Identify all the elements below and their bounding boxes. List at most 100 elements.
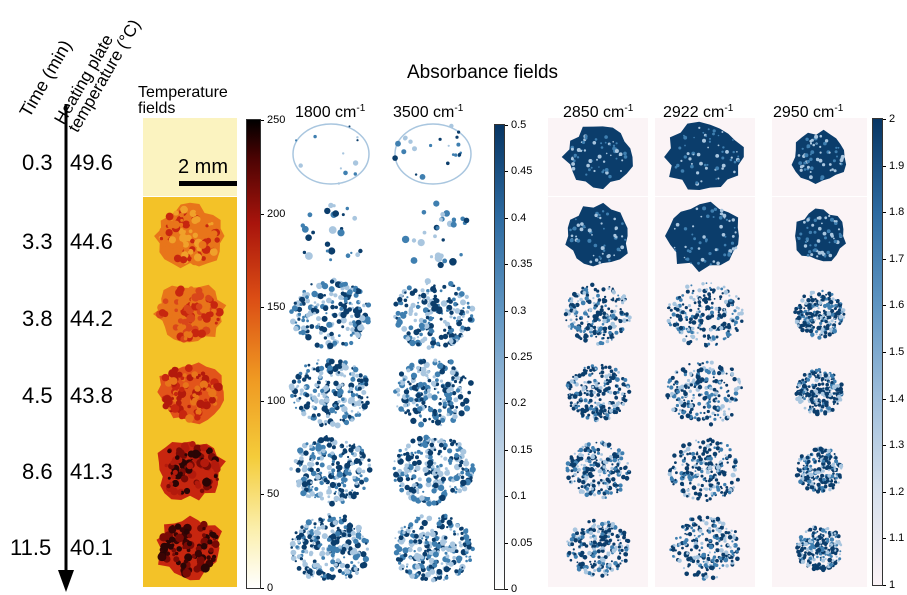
colorbar-tick-mark [505, 311, 508, 312]
absorbance-field-panel [655, 509, 755, 587]
absorbance-fields-title: Absorbance fields [407, 62, 558, 84]
absorbance-field-panel [548, 509, 648, 587]
colorbar-tick-label: 1.3 [889, 440, 904, 451]
colorbar-tick-mark [505, 218, 508, 219]
temperature-field-panel [143, 509, 237, 587]
colorbar-tick-label: 0 [267, 583, 273, 594]
absorbance-field-panel [283, 431, 378, 509]
colorbar-tick-mark [505, 403, 508, 404]
absorbance-field-panel [772, 509, 867, 587]
colorbar-tick-label: 200 [267, 209, 285, 220]
temperature-value: 49.6 [70, 152, 113, 174]
colorbar-tick-mark [883, 352, 886, 353]
temperature-field-panel [143, 197, 237, 275]
colorbar-tick-mark [505, 496, 508, 497]
absorbance-field-panel [548, 118, 648, 196]
colorbar-tick-label: 1 [889, 580, 895, 591]
colorbar-tick-label: 0.35 [511, 259, 532, 270]
colorbar-tick-mark [505, 264, 508, 265]
absorbance-field-panel [548, 353, 648, 431]
colorbar-tick-mark [261, 307, 264, 308]
colorbar-tick-mark [505, 357, 508, 358]
colorbar-tick-mark [883, 119, 886, 120]
colorbar-tick-label: 0.05 [511, 538, 532, 549]
absorbance-field-panel [283, 353, 378, 431]
absorbance-field-panel [385, 275, 480, 353]
absorbance-field-panel [655, 275, 755, 353]
absorbance-field-panel [283, 197, 378, 275]
colorbar-tick-mark [261, 588, 264, 589]
colorbar-tick-mark [505, 543, 508, 544]
temperature-field-panel [143, 353, 237, 431]
colorbar-tick-mark [505, 125, 508, 126]
absorbance-field-panel [385, 197, 480, 275]
colorbar-tick-mark [261, 494, 264, 495]
colorbar-tick-label: 1.4 [889, 394, 904, 405]
absorbance-field-panel [655, 118, 755, 196]
colorbar-tick-mark [883, 445, 886, 446]
colorbar-tick-mark [883, 305, 886, 306]
colorbar-tick-label: 1.5 [889, 347, 904, 358]
temperature-field-panel [143, 431, 237, 509]
time-value: 3.8 [22, 308, 53, 330]
colorbar-tick-label: 0.4 [511, 213, 526, 224]
colorbar-tick-label: 250 [267, 115, 285, 126]
colorbar-tick-label: 1.1 [889, 533, 904, 544]
absorbance-field-panel [772, 275, 867, 353]
absorbance-field-panel [283, 118, 378, 196]
time-value: 3.3 [22, 231, 53, 253]
colorbar-tick-label: 0.3 [511, 306, 526, 317]
colorbar-tick-mark [883, 166, 886, 167]
absorbance-field-panel [772, 431, 867, 509]
temperature-field-panel [143, 275, 237, 353]
temperature-value: 44.2 [70, 308, 113, 330]
temperature-value: 44.6 [70, 231, 113, 253]
absorbance-field-panel [283, 275, 378, 353]
absorbance-field-panel [548, 275, 648, 353]
colorbar-tick-label: 0.2 [511, 398, 526, 409]
colorbar-tick-mark [261, 401, 264, 402]
colorbar-tick-label: 0.25 [511, 352, 532, 363]
absorbance-field-panel [548, 197, 648, 275]
colorbar-tick-mark [261, 214, 264, 215]
colorbar-tick-label: 0.5 [511, 120, 526, 131]
absorbance-field-panel [385, 431, 480, 509]
colorbar-tick-mark [505, 589, 508, 590]
absorbance-colorbar-high [872, 118, 883, 586]
colorbar-tick-label: 1.7 [889, 254, 904, 265]
colorbar-tick-label: 0.15 [511, 445, 532, 456]
colorbar-tick-label: 2 [889, 114, 895, 125]
scale-bar [179, 181, 237, 186]
colorbar-tick-label: 100 [267, 396, 285, 407]
time-value: 11.5 [10, 537, 51, 559]
absorbance-field-panel [385, 353, 480, 431]
colorbar-tick-label: 0.1 [511, 491, 526, 502]
colorbar-tick-label: 150 [267, 302, 285, 313]
absorbance-field-panel [655, 197, 755, 275]
colorbar-tick-mark [883, 259, 886, 260]
temperature-value: 40.1 [70, 537, 113, 559]
colorbar-tick-mark [261, 120, 264, 121]
colorbar-tick-label: 1.8 [889, 207, 904, 218]
temperature-fields-header: Temperature fields [138, 85, 228, 117]
colorbar-tick-label: 1.9 [889, 161, 904, 172]
absorbance-field-panel [385, 509, 480, 587]
colorbar-tick-mark [883, 492, 886, 493]
time-value: 0.3 [22, 152, 53, 174]
temperature-value: 41.3 [70, 461, 113, 483]
temperature-value: 43.8 [70, 385, 113, 407]
absorbance-colorbar-low [494, 124, 505, 590]
colorbar-tick-mark [505, 171, 508, 172]
absorbance-field-panel [385, 118, 480, 196]
colorbar-tick-mark [883, 212, 886, 213]
colorbar-tick-label: 0 [511, 584, 517, 595]
scale-bar-label: 2 mm [178, 156, 228, 179]
absorbance-field-panel [655, 431, 755, 509]
absorbance-field-panel [283, 509, 378, 587]
absorbance-field-panel [772, 118, 867, 196]
time-value: 4.5 [22, 385, 53, 407]
absorbance-field-panel [772, 197, 867, 275]
absorbance-field-panel [655, 353, 755, 431]
time-value: 8.6 [22, 461, 53, 483]
colorbar-tick-label: 1.6 [889, 300, 904, 311]
